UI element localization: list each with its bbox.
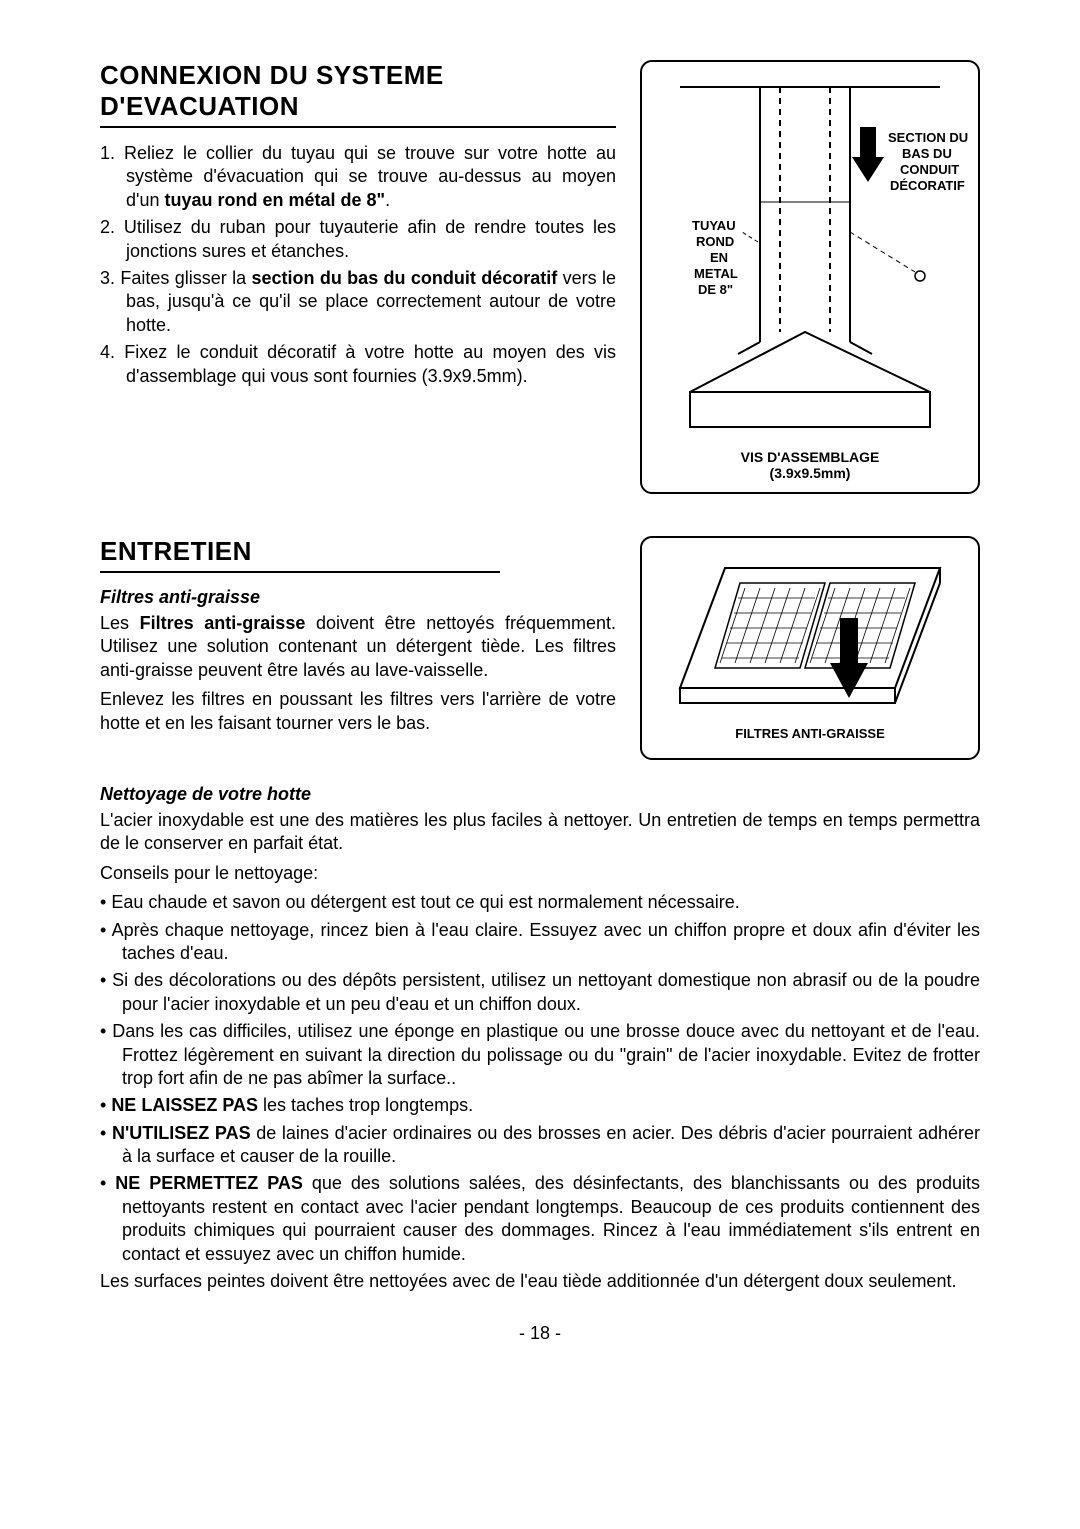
svg-text:TUYAU: TUYAU [692, 218, 736, 233]
tip-6: N'UTILISEZ PAS de laines d'acier ordinai… [100, 1122, 980, 1169]
svg-text:METAL: METAL [694, 266, 738, 281]
svg-text:DÉCORATIF: DÉCORATIF [890, 178, 965, 193]
svg-text:VIS D'ASSEMBLAGE: VIS D'ASSEMBLAGE [741, 449, 880, 465]
svg-text:ROND: ROND [696, 234, 734, 249]
tip-1: Eau chaude et savon ou détergent est tou… [100, 891, 980, 914]
evacuation-diagram-svg: SECTION DU BAS DU CONDUIT DÉCORATIF TUYA… [650, 72, 970, 482]
figure-evacuation: SECTION DU BAS DU CONDUIT DÉCORATIF TUYA… [640, 60, 980, 494]
tip-2: Après chaque nettoyage, rincez bien à l'… [100, 919, 980, 966]
maint-p1: Les Filtres anti-graisse doivent être ne… [100, 612, 616, 682]
heading-connexion: CONNEXION DU SYSTEME D'EVACUATION [100, 60, 616, 128]
svg-text:FILTRES ANTI-GRAISSE: FILTRES ANTI-GRAISSE [735, 726, 885, 741]
figure-filtres: FILTRES ANTI-GRAISSE [640, 536, 980, 760]
heading-entretien: ENTRETIEN [100, 536, 500, 573]
svg-text:EN: EN [710, 250, 728, 265]
tip-5: NE LAISSEZ PAS les taches trop longtemps… [100, 1094, 980, 1117]
step-1: 1. Reliez le collier du tuyau qui se tro… [100, 142, 616, 212]
steps-list: 1. Reliez le collier du tuyau qui se tro… [100, 142, 616, 388]
svg-text:BAS DU: BAS DU [902, 146, 952, 161]
maint-p5: Les surfaces peintes doivent être nettoy… [100, 1270, 980, 1293]
tip-4: Dans les cas difficiles, utilisez une ép… [100, 1020, 980, 1090]
maint-p2: Enlevez les filtres en poussant les filt… [100, 688, 616, 735]
maint-p4: Conseils pour le nettoyage: [100, 862, 980, 885]
svg-text:(3.9x9.5mm): (3.9x9.5mm) [770, 465, 851, 481]
svg-text:SECTION DU: SECTION DU [888, 130, 968, 145]
subtitle-nettoyage: Nettoyage de votre hotte [100, 784, 980, 805]
page-number: - 18 - [100, 1323, 980, 1344]
subtitle-filtres: Filtres anti-graisse [100, 587, 616, 608]
tip-3: Si des décolorations ou des dépôts persi… [100, 969, 980, 1016]
step-2: 2. Utilisez du ruban pour tuyauterie afi… [100, 216, 616, 263]
svg-text:CONDUIT: CONDUIT [900, 162, 959, 177]
filtres-diagram-svg: FILTRES ANTI-GRAISSE [650, 548, 970, 748]
maint-p3: L'acier inoxydable est une des matières … [100, 809, 980, 856]
tip-7: NE PERMETTEZ PAS que des solutions salée… [100, 1172, 980, 1266]
tips-list: Eau chaude et savon ou détergent est tou… [100, 891, 980, 1266]
step-4: 4. Fixez le conduit décoratif à votre ho… [100, 341, 616, 388]
svg-text:DE 8": DE 8" [698, 282, 733, 297]
step-3: 3. Faites glisser la section du bas du c… [100, 267, 616, 337]
